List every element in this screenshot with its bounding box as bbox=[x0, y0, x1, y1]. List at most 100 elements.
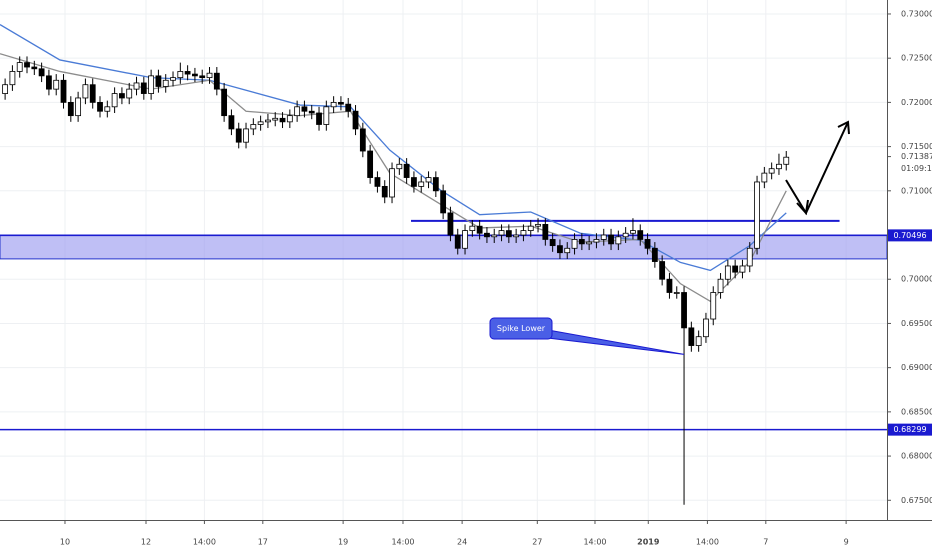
candle-body bbox=[484, 232, 490, 238]
candle-body bbox=[279, 117, 286, 123]
callout-box bbox=[489, 317, 553, 340]
x-tick-label: 7 bbox=[763, 538, 768, 547]
candle-body bbox=[352, 110, 359, 130]
candle-body bbox=[432, 177, 439, 192]
candle-body bbox=[38, 68, 45, 77]
candle-body bbox=[542, 224, 549, 240]
candle-body bbox=[338, 101, 344, 105]
candle-body bbox=[199, 75, 206, 79]
candle-body bbox=[46, 75, 52, 90]
candle-body bbox=[608, 234, 614, 245]
candle-body bbox=[82, 84, 89, 99]
arrow-head bbox=[837, 120, 850, 135]
candle-body bbox=[16, 62, 23, 72]
candle-body bbox=[316, 112, 322, 125]
candle-body bbox=[97, 101, 103, 112]
candle-body bbox=[710, 292, 717, 320]
candle-body bbox=[24, 62, 30, 68]
candle-body bbox=[148, 75, 155, 94]
candle-body bbox=[243, 128, 249, 143]
candle-body bbox=[776, 163, 782, 170]
candle-body bbox=[367, 150, 374, 178]
candle-body bbox=[688, 327, 695, 346]
candle-body bbox=[67, 101, 74, 117]
candle-body bbox=[469, 225, 476, 232]
candle-body bbox=[374, 177, 381, 187]
candle-body bbox=[170, 77, 176, 81]
candle-body bbox=[177, 71, 184, 79]
candle-body bbox=[615, 236, 622, 245]
candle-body bbox=[133, 82, 140, 90]
x-tick-label: 9 bbox=[844, 538, 849, 547]
candle-body bbox=[323, 106, 330, 125]
y-tick-label: 0.71500 bbox=[901, 142, 932, 151]
candle-body bbox=[571, 239, 578, 249]
candle-body bbox=[9, 71, 16, 86]
candle-body bbox=[104, 106, 111, 112]
x-tick-label: 14:00 bbox=[583, 538, 606, 547]
x-tick-label: 14:00 bbox=[193, 538, 216, 547]
y-tick-label: 0.72500 bbox=[901, 54, 932, 63]
candle-body bbox=[345, 103, 352, 112]
candle-body bbox=[535, 224, 541, 227]
callout-text: Spike Lower bbox=[497, 324, 546, 333]
candle-body bbox=[659, 261, 666, 280]
grid bbox=[0, 0, 887, 520]
candle-body bbox=[476, 225, 483, 234]
candle-body bbox=[389, 168, 395, 198]
candle-body bbox=[359, 128, 366, 152]
y-tick-label: 0.68000 bbox=[901, 452, 932, 461]
candle-body bbox=[111, 93, 118, 108]
support-zone bbox=[0, 234, 888, 260]
candle-body bbox=[272, 117, 279, 121]
candle-body bbox=[505, 230, 512, 238]
candle-body bbox=[308, 110, 315, 114]
candle-body bbox=[666, 278, 673, 293]
candle-body bbox=[75, 97, 82, 117]
arrow-head bbox=[796, 199, 809, 216]
candle-body bbox=[440, 190, 447, 214]
candle-body bbox=[644, 239, 651, 249]
candle-body bbox=[600, 234, 607, 240]
candle-body bbox=[381, 185, 388, 198]
candle-body bbox=[703, 318, 709, 338]
y-tick-label: 0.71000 bbox=[901, 186, 932, 195]
candle-body bbox=[673, 292, 680, 294]
candle-body bbox=[155, 75, 162, 87]
candle-body bbox=[31, 66, 38, 70]
candle-body bbox=[184, 71, 191, 75]
candle-body bbox=[257, 121, 264, 125]
x-tick-label: 14:00 bbox=[391, 538, 414, 547]
candle-body bbox=[754, 181, 760, 249]
candle-body bbox=[206, 72, 213, 79]
last-price-label: 0.71387 bbox=[901, 152, 932, 161]
x-tick-label: 12 bbox=[141, 538, 151, 547]
candle-body bbox=[228, 115, 235, 130]
candle-body bbox=[454, 234, 461, 249]
countdown-label: 01:09:12 bbox=[901, 164, 932, 173]
price-tag bbox=[888, 229, 932, 242]
candle-body bbox=[286, 115, 293, 123]
candle-body bbox=[513, 234, 520, 238]
price-tag-label: 0.68299 bbox=[893, 425, 926, 434]
candle-body bbox=[651, 247, 658, 262]
x-tick-label: 24 bbox=[457, 538, 467, 547]
candle-body bbox=[527, 225, 534, 232]
candle-body bbox=[60, 79, 67, 103]
y-tick-label: 0.67500 bbox=[901, 496, 932, 505]
candle-body bbox=[783, 156, 790, 165]
x-tick-label: 17 bbox=[258, 538, 268, 547]
candle-body bbox=[549, 239, 556, 247]
x-tick-label: 14:00 bbox=[696, 538, 719, 547]
plot: Spike Lower bbox=[0, 24, 888, 505]
candle-body bbox=[250, 124, 257, 130]
price-tag bbox=[888, 423, 932, 436]
y-tick-label: 0.73000 bbox=[901, 9, 932, 18]
candle-body bbox=[411, 177, 417, 187]
candle-body bbox=[732, 265, 739, 273]
candle-body bbox=[235, 128, 242, 143]
candle-body bbox=[746, 247, 753, 267]
candle-body bbox=[396, 163, 403, 170]
